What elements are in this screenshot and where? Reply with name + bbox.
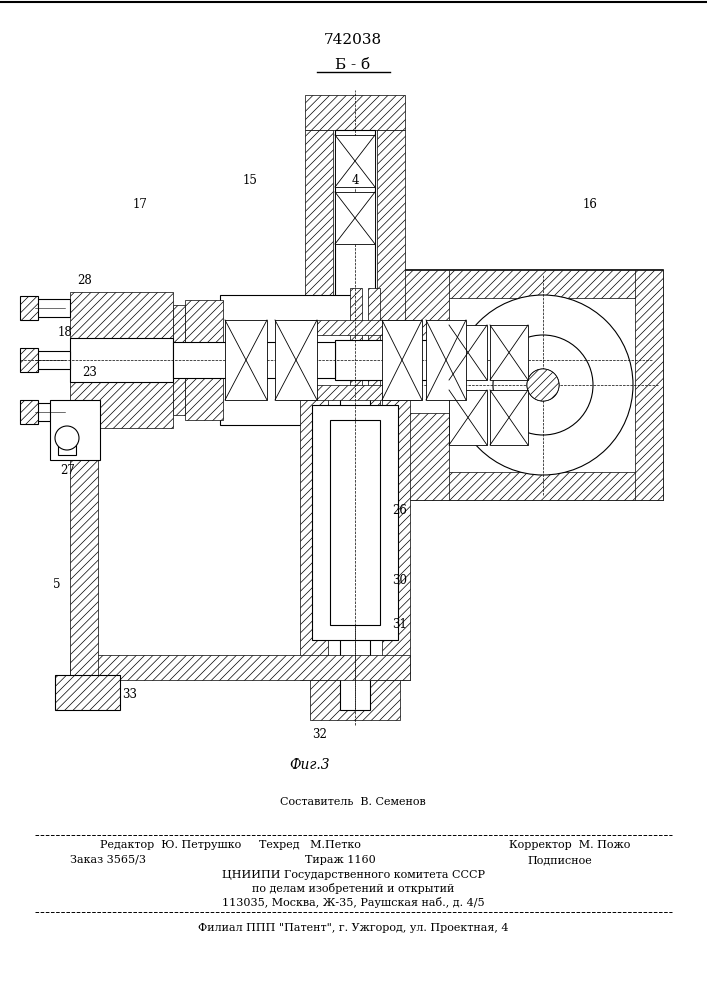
Polygon shape <box>290 385 420 400</box>
Polygon shape <box>393 270 663 298</box>
Polygon shape <box>305 95 405 130</box>
Bar <box>220 295 355 425</box>
Text: 113035, Москва, Ж-35, Раушская наб., д. 4/5: 113035, Москва, Ж-35, Раушская наб., д. … <box>222 896 484 908</box>
Text: 15: 15 <box>243 174 257 186</box>
Text: Техред   М.Петко: Техред М.Петко <box>259 840 361 850</box>
Bar <box>35 351 70 369</box>
Text: 30: 30 <box>392 574 407 586</box>
Text: 23: 23 <box>83 365 98 378</box>
Polygon shape <box>377 325 405 330</box>
Bar <box>225 320 267 400</box>
Bar <box>20 348 38 372</box>
Polygon shape <box>305 130 333 325</box>
Polygon shape <box>290 320 420 335</box>
Polygon shape <box>70 292 173 428</box>
Text: Составитель  В. Семенов: Составитель В. Семенов <box>280 797 426 807</box>
Bar <box>20 400 38 424</box>
Polygon shape <box>527 369 559 401</box>
Bar <box>335 340 472 380</box>
Text: по делам изобретений и открытий: по делам изобретений и открытий <box>252 882 454 894</box>
Polygon shape <box>368 288 380 432</box>
Polygon shape <box>331 324 343 396</box>
Polygon shape <box>310 680 400 720</box>
Polygon shape <box>393 413 449 500</box>
Circle shape <box>493 335 593 435</box>
Bar <box>340 390 370 710</box>
Text: 33: 33 <box>122 688 137 702</box>
Bar <box>490 390 528 445</box>
Text: 28: 28 <box>78 273 93 286</box>
Polygon shape <box>393 270 449 357</box>
Text: Подписное: Подписное <box>527 855 592 865</box>
Polygon shape <box>382 390 410 680</box>
Text: Заказ 3565/3: Заказ 3565/3 <box>70 855 146 865</box>
Bar <box>58 437 76 455</box>
Bar <box>449 390 487 445</box>
Bar <box>35 299 70 317</box>
Bar <box>382 320 422 400</box>
Bar <box>70 338 173 382</box>
Text: 742038: 742038 <box>324 33 382 47</box>
Text: 27: 27 <box>61 464 76 477</box>
Bar <box>55 675 120 710</box>
Text: 4: 4 <box>351 174 358 186</box>
Polygon shape <box>305 325 333 330</box>
Bar <box>335 192 375 244</box>
Bar <box>173 342 335 378</box>
Bar <box>426 320 466 400</box>
Text: 17: 17 <box>133 198 148 212</box>
Text: 26: 26 <box>392 504 407 516</box>
Bar <box>312 405 398 640</box>
Text: 32: 32 <box>312 728 327 742</box>
Polygon shape <box>300 390 328 680</box>
Text: 16: 16 <box>583 198 597 212</box>
Bar <box>490 325 528 380</box>
Polygon shape <box>350 288 362 432</box>
Bar <box>50 400 100 460</box>
Polygon shape <box>173 305 185 415</box>
Bar <box>343 332 398 388</box>
Circle shape <box>453 295 633 475</box>
Polygon shape <box>635 270 663 500</box>
Bar <box>335 135 375 187</box>
Text: ЦНИИПИ Государственного комитета СССР: ЦНИИПИ Государственного комитета СССР <box>221 870 484 880</box>
Polygon shape <box>70 428 98 680</box>
Text: 31: 31 <box>392 618 407 632</box>
Bar <box>35 403 70 421</box>
Circle shape <box>55 426 79 450</box>
Polygon shape <box>185 300 223 420</box>
Polygon shape <box>377 130 405 325</box>
Text: Филиал ППП "Патент", г. Ужгород, ул. Проектная, 4: Филиал ППП "Патент", г. Ужгород, ул. Про… <box>198 923 508 933</box>
Polygon shape <box>393 472 663 500</box>
Polygon shape <box>70 655 410 680</box>
Circle shape <box>527 369 559 401</box>
Bar <box>449 325 487 380</box>
Text: 18: 18 <box>58 326 72 338</box>
Text: 5: 5 <box>53 578 61 591</box>
Bar <box>393 270 663 500</box>
Text: Фиг.3: Фиг.3 <box>290 758 330 772</box>
Bar <box>335 130 375 330</box>
Text: Редактор  Ю. Петрушко: Редактор Ю. Петрушко <box>100 840 241 850</box>
Bar <box>275 320 317 400</box>
Text: Корректор  М. Пожо: Корректор М. Пожо <box>509 840 631 850</box>
Text: Тираж 1160: Тираж 1160 <box>305 855 375 865</box>
Text: Б - б: Б - б <box>335 58 370 72</box>
Bar <box>20 296 38 320</box>
Bar <box>330 420 380 625</box>
